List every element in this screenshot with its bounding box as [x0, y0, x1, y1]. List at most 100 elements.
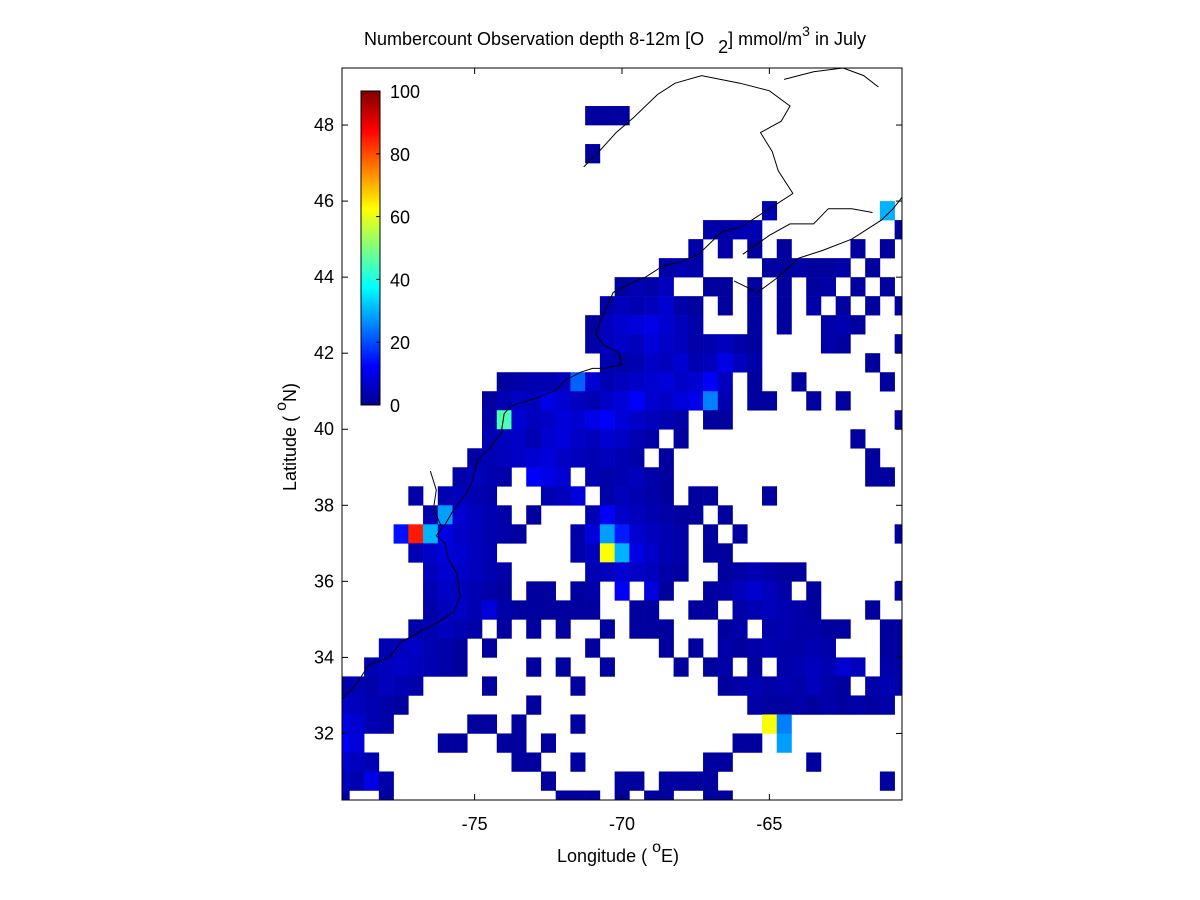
heatmap-cell — [570, 676, 586, 696]
heatmap-cell — [629, 353, 645, 373]
heatmap-cell — [614, 524, 630, 544]
y-tick-label: 42 — [314, 343, 334, 363]
y-tick-label: 46 — [314, 191, 334, 211]
heatmap-cell — [393, 676, 409, 696]
heatmap-cell — [879, 619, 895, 639]
heatmap-cell — [703, 410, 719, 430]
heatmap-cell — [614, 448, 630, 468]
heatmap-cell — [570, 600, 586, 620]
colorbar-ticks: 0 20 40 60 80 100 — [376, 82, 420, 416]
heatmap-cell — [865, 695, 881, 715]
heatmap-cell — [762, 600, 778, 620]
heatmap-cell — [644, 581, 660, 601]
heatmap-cell — [747, 676, 763, 696]
heatmap-cell — [791, 372, 807, 392]
heatmap-cell — [776, 695, 792, 715]
heatmap-cell — [894, 524, 902, 544]
heatmap-cell — [614, 106, 630, 126]
heatmap-cell — [437, 562, 453, 582]
heatmap-cell — [555, 619, 571, 639]
heatmap-cell — [364, 676, 380, 696]
heatmap-cell — [540, 486, 556, 506]
heatmap-cell — [585, 410, 601, 430]
heatmap-cell — [342, 771, 350, 791]
heatmap-cell — [526, 429, 542, 449]
heatmap-cell — [703, 372, 719, 392]
heatmap-cell — [585, 638, 601, 658]
heatmap-cell — [629, 277, 645, 297]
heatmap-cell — [629, 600, 645, 620]
heatmap-cell — [423, 600, 439, 620]
heatmap-cell — [762, 638, 778, 658]
heatmap-cell — [452, 543, 468, 563]
coastline-segment — [742, 208, 873, 255]
heatmap-cell — [364, 714, 380, 734]
heatmap-cell — [747, 638, 763, 658]
heatmap-cell — [688, 258, 704, 278]
heatmap-cell — [555, 790, 571, 800]
heatmap-cell — [762, 258, 778, 278]
heatmap-cell — [629, 315, 645, 335]
heatmap-cell — [342, 752, 350, 772]
heatmap-cell — [526, 391, 542, 411]
heatmap-cell — [496, 505, 512, 525]
heatmap-cell — [703, 771, 719, 791]
heatmap-cell — [585, 334, 601, 354]
heatmap-cell — [806, 638, 822, 658]
heatmap-cell — [496, 372, 512, 392]
colorbar-tick-label: 40 — [390, 270, 410, 290]
heatmap-cell — [452, 562, 468, 582]
heatmap-cell — [747, 581, 763, 601]
heatmap-cell — [599, 562, 615, 582]
x-tick-label: -75 — [462, 814, 488, 834]
heatmap-cell — [717, 562, 733, 582]
heatmap-cell — [806, 695, 822, 715]
heatmap-cell — [452, 657, 468, 677]
heatmap-cell — [835, 258, 851, 278]
heatmap-cell — [850, 315, 866, 335]
heatmap-cell — [614, 277, 630, 297]
heatmap-cell — [570, 581, 586, 601]
heatmap-cell — [482, 676, 498, 696]
heatmap-cell — [658, 505, 674, 525]
heatmap-cell — [349, 676, 365, 696]
heatmap-cell — [747, 695, 763, 715]
heatmap-cell — [644, 467, 660, 487]
heatmap-cell — [644, 524, 660, 544]
heatmap-cell — [364, 657, 380, 677]
heatmap-cell — [629, 372, 645, 392]
heatmap-cell — [364, 771, 380, 791]
heatmap-cell — [658, 391, 674, 411]
heatmap-cell — [820, 657, 836, 677]
heatmap-cell — [747, 277, 763, 297]
heatmap-cell — [762, 619, 778, 639]
heatmap-cell — [482, 581, 498, 601]
heatmap-cell — [452, 619, 468, 639]
heatmap-cell — [658, 524, 674, 544]
heatmap-cell — [644, 543, 660, 563]
heatmap-cell — [703, 752, 719, 772]
heatmap-cell — [570, 714, 586, 734]
heatmap-cell — [599, 106, 615, 126]
heatmap-cell — [776, 600, 792, 620]
heatmap-cell — [791, 638, 807, 658]
heatmap-cell — [570, 790, 586, 800]
heatmap-cell — [658, 372, 674, 392]
heatmap-cell — [732, 600, 748, 620]
heatmap-cell — [482, 429, 498, 449]
heatmap-cell — [644, 486, 660, 506]
heatmap-cell — [776, 562, 792, 582]
heatmap-cell — [349, 695, 365, 715]
heatmap-cell — [614, 581, 630, 601]
heatmap-cell — [894, 657, 902, 677]
heatmap-cell — [850, 657, 866, 677]
heatmap-cell — [629, 296, 645, 316]
coastline — [342, 68, 902, 700]
heatmap-cell — [806, 752, 822, 772]
heatmap-cell — [629, 429, 645, 449]
heatmap-cell — [614, 296, 630, 316]
heatmap-cell — [467, 448, 483, 468]
heatmap-cell — [496, 448, 512, 468]
x-tick-label: -70 — [609, 814, 635, 834]
heatmap-cell — [717, 543, 733, 563]
